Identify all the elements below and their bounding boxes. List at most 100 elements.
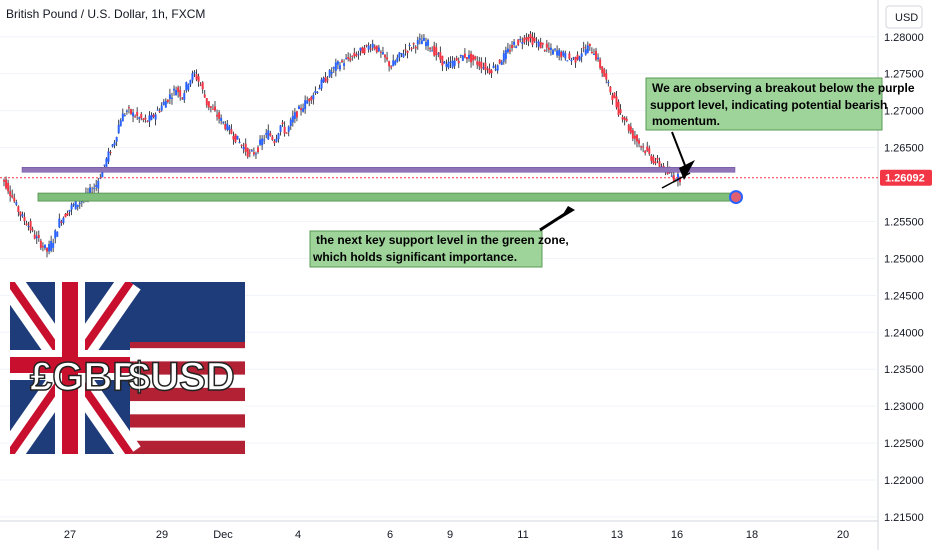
candle-body	[181, 97, 184, 99]
x-tick-label: 6	[387, 529, 393, 541]
candle-body	[611, 95, 614, 101]
candle-body	[279, 125, 282, 132]
candle-body	[658, 161, 661, 167]
candle-body	[597, 57, 600, 60]
candle-body	[39, 240, 42, 248]
green-level-endpoint[interactable]	[729, 190, 743, 205]
candle-body	[17, 206, 20, 212]
candle-body	[300, 108, 303, 111]
annotation-top-box	[645, 77, 883, 131]
candle-body	[584, 49, 587, 55]
candle-body	[644, 150, 647, 154]
candle-body	[476, 61, 479, 65]
y-axis-ticks: 1.28000 1.27500 1.27000 1.26500 1.25500 1.250…	[0, 32, 924, 524]
y-tick-label: 1.25000	[884, 253, 924, 265]
candle-body	[656, 158, 659, 160]
chart-title: British Pound / U.S. Dollar, 1h, FXCM	[6, 7, 205, 21]
x-tick-label: 11	[517, 529, 528, 541]
candle-body	[537, 41, 540, 47]
candle-body	[365, 45, 368, 47]
candle-body	[463, 53, 466, 58]
candle-body	[502, 53, 505, 62]
purple-support-level	[21, 167, 736, 173]
candle-body	[562, 51, 565, 56]
candle-body	[349, 58, 352, 61]
candle-body	[293, 112, 296, 119]
flag-label-gbp: £GBP	[30, 355, 139, 399]
candle-body	[226, 123, 229, 130]
candle-body	[78, 202, 81, 204]
candle-body	[429, 47, 432, 50]
candle-body	[195, 74, 198, 80]
candle-body	[115, 137, 118, 142]
candle-body	[150, 114, 153, 120]
candle-body	[375, 45, 378, 53]
candle-body	[359, 47, 362, 51]
candle-body	[125, 110, 128, 112]
candle-body	[642, 146, 645, 148]
candle-body	[107, 151, 110, 162]
candle-body	[420, 40, 423, 45]
candle-body	[590, 51, 593, 54]
candle-body	[238, 142, 241, 144]
candle-body	[132, 112, 135, 117]
candle-body	[416, 40, 419, 45]
candle-body	[257, 147, 260, 153]
candle-body	[468, 55, 471, 59]
candle-body	[156, 109, 159, 111]
candle-body	[398, 52, 401, 58]
candle-body	[441, 55, 444, 66]
candle-body	[35, 236, 38, 239]
candle-body	[560, 51, 563, 58]
candle-body	[484, 62, 487, 71]
x-tick-label: 13	[611, 529, 623, 541]
currency-selector[interactable]: USD	[885, 5, 923, 29]
candle-body	[72, 204, 75, 206]
candle-body	[31, 229, 34, 231]
candle-body	[252, 152, 255, 155]
candle-body	[101, 169, 104, 178]
candle-body	[60, 221, 63, 223]
candle-body	[402, 53, 405, 58]
candle-body	[384, 54, 387, 58]
candle-body	[504, 50, 507, 60]
candle-body	[166, 99, 169, 102]
candle-body	[406, 50, 409, 53]
annotation-bottom-line2: which holds significant importance.	[312, 250, 517, 264]
candle-body	[117, 124, 120, 134]
candle-body	[19, 211, 22, 216]
candle-body	[76, 204, 79, 208]
candle-body	[41, 246, 44, 248]
candle-body	[619, 109, 622, 114]
candle-body	[652, 156, 655, 164]
candle-body	[570, 59, 573, 62]
candle-body	[185, 82, 188, 91]
candle-body	[95, 185, 98, 187]
candle-body	[295, 111, 298, 118]
breakout-trendline	[661, 172, 691, 189]
candle-body	[640, 146, 643, 148]
candle-body	[531, 36, 534, 45]
candle-body	[580, 53, 583, 57]
candle-body	[244, 143, 247, 152]
candle-body	[267, 130, 270, 140]
candle-body	[93, 187, 96, 189]
candle-body	[13, 197, 16, 202]
candle-body	[197, 76, 200, 82]
candle-body	[388, 61, 391, 67]
candle-body	[455, 57, 458, 61]
candle-body	[621, 116, 624, 120]
candle-body	[635, 135, 638, 142]
candle-body	[25, 223, 28, 226]
candle-body	[488, 68, 491, 74]
y-tick-label: 1.24500	[884, 290, 924, 302]
candle-body	[474, 56, 477, 60]
candle-body	[515, 46, 518, 48]
x-axis-ticks: 27 29 Dec 4 6 9 11 13 16 18 20	[64, 529, 849, 541]
candle-body	[439, 52, 442, 60]
flag-label-usd: $USD	[128, 355, 235, 399]
candle-body	[142, 118, 145, 120]
candle-body	[492, 65, 495, 68]
candle-body	[334, 62, 337, 71]
candle-body	[574, 57, 577, 63]
